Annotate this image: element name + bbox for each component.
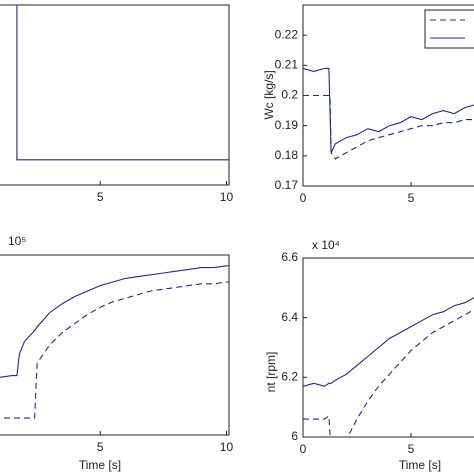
axes-box xyxy=(0,4,230,186)
y-tick-label: 6 xyxy=(291,429,298,443)
y-tick-label: 6.4 xyxy=(281,310,298,324)
x-tick-label: 5 xyxy=(97,440,104,454)
x-tick-label: 5 xyxy=(97,190,104,204)
y-tick-label: 6.6 xyxy=(281,250,298,264)
x-tick-label: 0 xyxy=(300,442,307,456)
line-series xyxy=(0,265,229,378)
y-tick-label: 6.2 xyxy=(281,370,298,384)
line-series xyxy=(303,297,474,387)
x-tick-label: 10 xyxy=(220,190,234,204)
y-tick-label: 0.22 xyxy=(275,27,299,41)
y-axis-label: Wc [kg/s] xyxy=(262,70,276,119)
line-series xyxy=(303,67,474,154)
y-tick-label: 0.2 xyxy=(281,88,298,102)
plot-area xyxy=(0,265,229,419)
x-axis-label: Time [s] xyxy=(399,458,441,472)
y-tick-label: 0.19 xyxy=(275,118,299,132)
legend-box xyxy=(424,9,474,49)
y-tick-label: 0.21 xyxy=(275,58,299,72)
x-axis-label: Time [s] xyxy=(79,458,121,472)
x-tick-label: 10 xyxy=(220,440,234,454)
plot-area xyxy=(303,67,474,160)
plot-area xyxy=(303,297,474,437)
y-exponent: x 10⁴ xyxy=(312,238,340,252)
line-series xyxy=(0,5,229,161)
line-series xyxy=(0,281,229,419)
plot-area xyxy=(0,5,229,161)
x-tick-label: 5 xyxy=(408,191,415,205)
y-exponent: 10⁵ xyxy=(8,234,26,248)
y-tick-label: 0.17 xyxy=(275,178,299,192)
y-axis-label: nt [rpm] xyxy=(264,352,278,393)
y-tick-label: 0.18 xyxy=(275,148,299,162)
axes-box xyxy=(302,257,474,438)
x-tick-label: 0 xyxy=(300,191,307,205)
x-tick-label: 5 xyxy=(408,442,415,456)
